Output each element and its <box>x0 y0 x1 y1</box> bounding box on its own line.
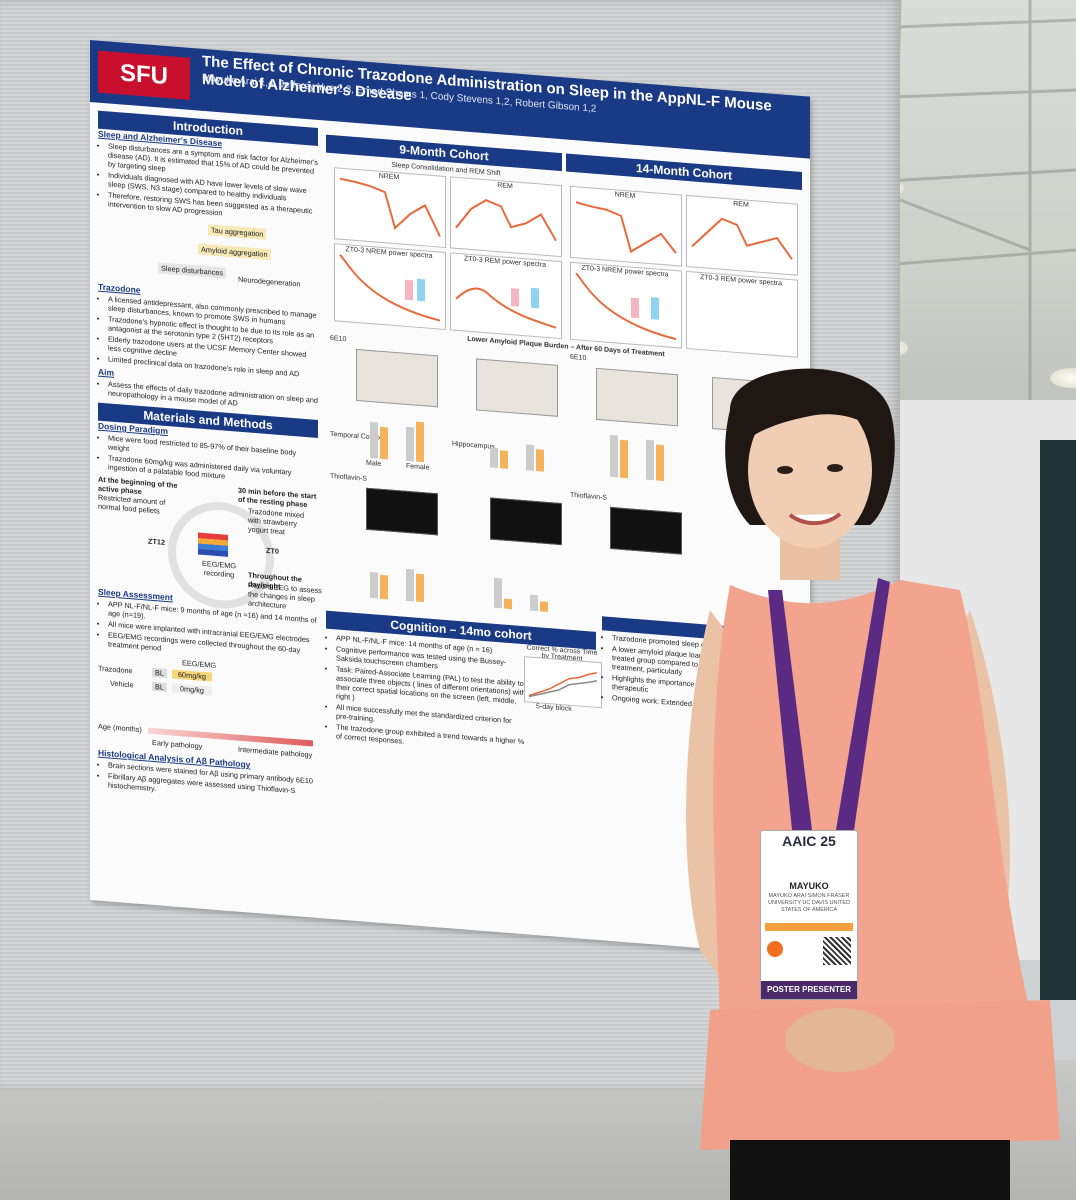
pal-x-label: 5-day block <box>536 703 572 713</box>
sfu-logo: SFU <box>98 50 190 100</box>
rem-spectra-9mo <box>450 252 562 340</box>
antibody-label: 6E10 <box>330 334 347 344</box>
rem-plot-14mo <box>686 194 798 276</box>
6e10-micrograph <box>356 348 438 408</box>
amyloid-bar-chart <box>490 557 560 613</box>
zt0-label: ZT0 <box>266 545 279 556</box>
thioflavin-label: Thioflavin-S <box>570 491 607 502</box>
booth-panel <box>1040 440 1076 1000</box>
sex-label: Male <box>366 459 382 468</box>
badge-institution: MAYUKO ARAI SIMON FRASER UNIVERSITY UC D… <box>767 893 850 913</box>
timeline-label: BL <box>152 667 167 679</box>
timeline-label: BL <box>152 681 167 693</box>
dosing-cycle-diagram: At the beginning of the active phase Res… <box>98 475 322 613</box>
timeline-label: EEG/EMG <box>182 658 217 670</box>
diagram-label: Tau aggregation <box>208 224 267 240</box>
thioflavin-label: Thioflavin-S <box>330 472 367 483</box>
qr-code-icon <box>823 937 851 965</box>
presenter-photo <box>686 368 1060 1200</box>
antibody-label: 6E10 <box>570 353 587 363</box>
timeline-label: Age (months) <box>98 721 142 735</box>
thioflavin-micrograph <box>366 487 438 536</box>
event-logo: AAIC 25 <box>782 833 836 849</box>
amyloid-bar-chart <box>606 427 676 483</box>
study-timeline: EEG/EMG Trazodone BL 60mg/kg Vehicle BL … <box>98 652 318 765</box>
badge-name: MAYUKO <box>789 881 829 891</box>
amyloid-bar-chart <box>366 548 436 604</box>
diagram-label: Amyloid aggregation <box>198 243 271 261</box>
diagram-label: Sleep disturbances <box>158 262 227 279</box>
amyloid-bar-chart <box>486 417 556 473</box>
eeg-bars-icon <box>198 532 228 557</box>
amyloid-bar-chart <box>366 408 436 464</box>
timeline-label: 0mg/kg <box>172 683 212 696</box>
nrem-plot-9mo <box>334 167 446 249</box>
trazodone-points: A licensed antidepressant, also commonly… <box>108 294 318 380</box>
cohort14-heading: 14-Month Cohort <box>566 153 802 191</box>
timeline-label: Intermediate pathology <box>238 744 313 760</box>
badge-role: POSTER PRESENTER <box>761 981 857 999</box>
diagram-label: Neurodegeneration <box>238 274 301 289</box>
zt12-label: ZT12 <box>148 536 166 547</box>
thioflavin-micrograph <box>490 497 562 546</box>
timeline-label: Early pathology <box>152 737 203 751</box>
6e10-micrograph <box>476 358 558 417</box>
badge-dot-icon <box>767 941 783 957</box>
cognition-points: APP NL-F/NL-F mice: 14 months of age (n … <box>336 633 526 757</box>
sex-label: Female <box>406 462 430 472</box>
sleep-points: Sleep disturbances are a symptom and ris… <box>108 141 318 225</box>
intro-column: Introduction Sleep and Alzheimer's Disea… <box>98 110 322 810</box>
cycle-label: Trazodone mixed with strawberry yogurt t… <box>248 506 305 537</box>
timeline-label: Vehicle <box>110 678 134 690</box>
nrem-spectra-14mo <box>570 261 682 349</box>
eeg-label: EEG/EMG recording <box>201 558 237 580</box>
rem-plot-9mo <box>450 176 562 258</box>
nrem-spectra-9mo <box>334 243 446 331</box>
pal-chart <box>524 656 602 709</box>
badge-strip <box>765 923 853 931</box>
timeline-label: Trazodone <box>98 663 133 676</box>
name-badge: AAIC 25 MAYUKO MAYUKO ARAI SIMON FRASER … <box>760 830 858 1000</box>
nrem-plot-14mo <box>570 185 682 267</box>
ceiling-light <box>1050 368 1076 388</box>
timeline-label: 60mg/kg <box>172 669 212 682</box>
